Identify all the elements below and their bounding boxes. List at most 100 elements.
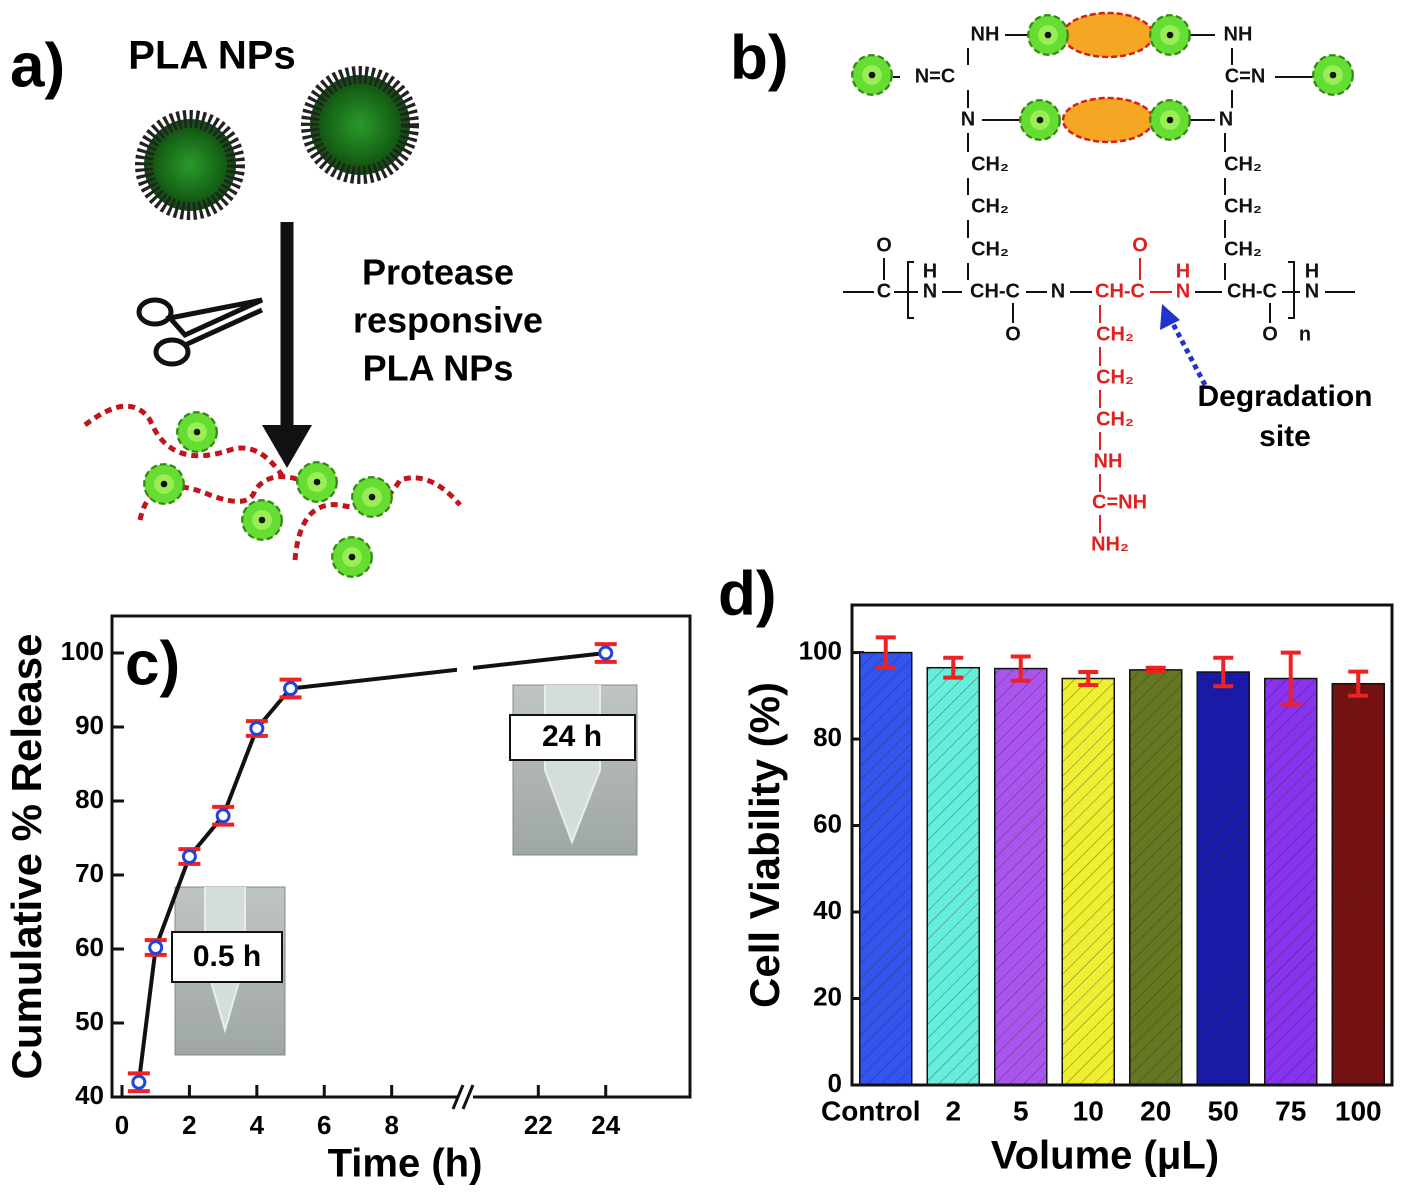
- y-tick-label: 80: [75, 784, 104, 814]
- marker: [215, 808, 231, 824]
- x-tick-label: 4: [250, 1110, 265, 1140]
- bar-hatch: [1264, 678, 1317, 1085]
- y-tick-label: 100: [799, 635, 842, 665]
- y-tick-label: 40: [813, 895, 842, 925]
- bar-hatch: [1062, 678, 1115, 1085]
- bar-hatch: [1129, 669, 1182, 1085]
- chem-group: N: [923, 280, 937, 302]
- chem-group: CH₂: [971, 195, 1009, 217]
- bar-hatch: [1197, 672, 1250, 1085]
- chem-group: n: [1299, 323, 1311, 345]
- chem-group: H: [1176, 260, 1190, 282]
- pointer-head: [1160, 304, 1180, 330]
- chem-group: NH₂: [1091, 533, 1129, 555]
- arrow-head: [262, 425, 312, 468]
- x-tick-label: 50: [1208, 1095, 1239, 1126]
- y-axis-label: Cell Viability (%): [741, 682, 788, 1008]
- caption: Protease: [362, 252, 514, 293]
- chem-group: N: [1051, 280, 1065, 302]
- y-tick-label: 40: [75, 1080, 104, 1110]
- x-tick-label: 24: [591, 1110, 620, 1140]
- pointer: [1167, 316, 1208, 387]
- chem-group: CH₂: [971, 153, 1009, 175]
- annotation: 0.5 h: [193, 940, 261, 973]
- x-tick-label: 22: [524, 1110, 553, 1140]
- dye: [296, 461, 338, 503]
- y-tick-label: 100: [61, 636, 104, 666]
- chem-group: C=N: [1225, 65, 1266, 87]
- marker: [148, 940, 164, 956]
- marker: [181, 849, 197, 864]
- chem-group: O: [1005, 323, 1021, 345]
- y-tick-label: 90: [75, 710, 104, 740]
- chem-group: C=NH: [1092, 491, 1147, 513]
- error-bar: [1280, 650, 1301, 707]
- chem-group: N=C: [915, 65, 956, 87]
- error-bar: [1145, 665, 1166, 675]
- nanoparticle: [301, 66, 419, 184]
- bar-hatch: [994, 668, 1047, 1085]
- x-tick-label: 6: [317, 1110, 331, 1140]
- chem-group: CH-C: [970, 280, 1020, 302]
- chem-group: N: [1305, 280, 1319, 302]
- chem-group: N: [1219, 108, 1233, 130]
- x-tick-label: 2: [182, 1110, 196, 1140]
- y-tick-label: 0: [828, 1068, 842, 1098]
- dye: [331, 536, 373, 578]
- bar-hatch: [1332, 683, 1385, 1085]
- nanoparticle: [135, 110, 245, 220]
- x-axis-label: Volume (μL): [991, 1134, 1219, 1178]
- dye: [351, 476, 393, 518]
- chem-group: CH₂: [1096, 366, 1134, 388]
- y-tick-label: 70: [75, 858, 104, 888]
- chem-group: CH₂: [971, 238, 1009, 260]
- dye: [241, 499, 283, 541]
- chem-group: CH₂: [1224, 195, 1262, 217]
- error-bar: [1010, 654, 1031, 683]
- bonds: [843, 34, 1355, 533]
- note: Degradation: [1197, 380, 1372, 413]
- chem-group: CH₂: [1096, 323, 1134, 345]
- x-tick-label: 8: [384, 1110, 398, 1140]
- chem-group: C: [877, 280, 891, 302]
- marker: [249, 720, 265, 736]
- panel-title: PLA NPs: [128, 34, 295, 78]
- error-bar: [875, 635, 896, 670]
- x-tick-label: 5: [1013, 1095, 1029, 1126]
- chem-group: O: [876, 234, 892, 256]
- plot-frame: [850, 603, 1394, 1087]
- inset-label-box: [509, 714, 636, 761]
- caption: PLA NPs: [363, 348, 514, 389]
- panel-label: c): [125, 629, 180, 698]
- x-tick-label: 0: [115, 1110, 129, 1140]
- chem-group: NH: [1094, 450, 1123, 472]
- error-bar: [1078, 670, 1099, 687]
- y-axis-label: Cumulative % Release: [3, 634, 50, 1080]
- y-tick-label: 20: [813, 981, 842, 1011]
- y-tick-label: 60: [813, 808, 842, 838]
- panel-label: b): [730, 23, 789, 92]
- marker: [283, 681, 299, 697]
- line-break-gap: [456, 658, 473, 679]
- inset-label-box: [171, 931, 283, 983]
- chem-group: N: [961, 108, 975, 130]
- x-tick-label: 20: [1140, 1095, 1171, 1126]
- bar-hatch: [927, 667, 980, 1085]
- chem-group: CH₂: [1096, 408, 1134, 430]
- marker: [131, 1074, 147, 1090]
- note: site: [1259, 420, 1311, 453]
- error-bar: [1348, 669, 1369, 698]
- chem-group: N: [1176, 280, 1190, 302]
- x-tick-label: Control: [821, 1095, 921, 1126]
- dye-dimers: [851, 11, 1354, 144]
- marker: [598, 645, 614, 661]
- chem-group: H: [1305, 260, 1319, 282]
- chem-group: CH₂: [1224, 153, 1262, 175]
- axis-break: [451, 1084, 475, 1110]
- chem-group: NH: [1224, 23, 1253, 45]
- x-axis-label: Time (h): [328, 1142, 483, 1186]
- dye: [143, 463, 185, 505]
- chem-group: CH-C: [1227, 280, 1277, 302]
